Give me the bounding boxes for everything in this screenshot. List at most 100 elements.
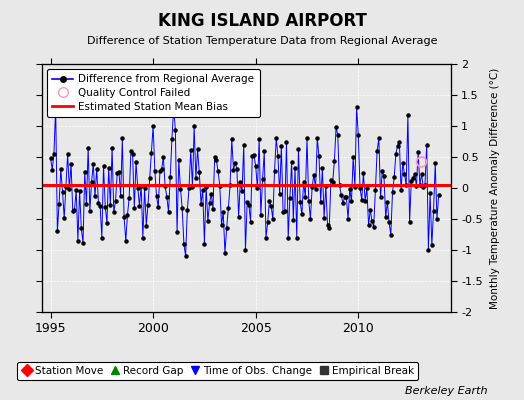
Point (127, 148, 135, 154)
Point (260, 148, 268, 155)
Point (188, 184, 196, 190)
Point (111, 198, 119, 204)
Point (183, 207, 191, 214)
Point (245, 202, 253, 208)
Point (223, 225, 231, 232)
Point (122, 238, 130, 244)
Point (215, 183, 224, 190)
Point (93, 165, 101, 172)
Point (137, 183, 145, 189)
Point (149, 123, 157, 129)
Text: Berkeley Earth: Berkeley Earth (405, 386, 487, 396)
Point (269, 216, 277, 222)
Point (158, 166, 166, 172)
Point (200, 241, 209, 247)
Point (421, 182, 429, 188)
Point (115, 168, 123, 175)
Point (144, 201, 152, 208)
Point (234, 214, 243, 220)
Point (214, 168, 222, 174)
Point (310, 171, 318, 178)
Point (299, 179, 308, 185)
Point (395, 138, 403, 145)
Point (82, 201, 91, 207)
Point (227, 136, 236, 142)
Point (233, 165, 241, 172)
Point (308, 184, 316, 190)
Point (243, 199, 252, 205)
Point (169, 104, 178, 110)
Point (356, 185, 364, 191)
Point (62, 183, 70, 190)
Point (50, 150, 58, 157)
Point (385, 219, 394, 225)
Point (262, 234, 270, 241)
Point (344, 216, 352, 222)
Point (418, 171, 426, 177)
Point (380, 173, 388, 180)
Point (306, 216, 314, 222)
Point (75, 188, 84, 194)
Point (120, 214, 128, 220)
Point (359, 170, 368, 177)
Point (181, 253, 190, 260)
Point (264, 219, 272, 226)
Point (371, 187, 379, 194)
Point (142, 222, 150, 229)
Point (257, 212, 265, 218)
Legend: Station Move, Record Gap, Time of Obs. Change, Empirical Break: Station Move, Record Gap, Time of Obs. C… (17, 362, 418, 380)
Point (60, 215, 69, 221)
Point (345, 186, 354, 192)
Point (190, 123, 199, 129)
Point (139, 234, 147, 241)
Point (403, 112, 412, 118)
Point (433, 216, 441, 222)
Point (412, 183, 421, 189)
Point (399, 160, 407, 166)
Point (72, 187, 80, 193)
Point (329, 179, 337, 186)
Point (392, 150, 400, 157)
Point (354, 132, 363, 138)
Point (270, 168, 279, 174)
Point (123, 212, 132, 218)
Point (55, 200, 63, 207)
Point (202, 183, 210, 190)
Point (246, 219, 255, 225)
Point (103, 220, 111, 226)
Point (422, 141, 431, 148)
Point (292, 234, 301, 241)
Point (221, 250, 229, 256)
Point (63, 151, 72, 157)
Point (70, 206, 79, 213)
Point (94, 199, 103, 206)
Point (387, 232, 395, 238)
Point (118, 135, 126, 142)
Point (369, 224, 378, 230)
Point (332, 124, 340, 130)
Point (79, 240, 87, 246)
Point (409, 175, 417, 181)
Point (274, 153, 282, 159)
Point (173, 229, 181, 236)
Point (67, 160, 75, 167)
Point (318, 165, 326, 171)
Point (89, 160, 97, 167)
Point (267, 202, 275, 209)
Point (74, 238, 82, 244)
Point (253, 185, 261, 192)
Point (108, 144, 116, 151)
Point (279, 209, 287, 215)
Point (390, 174, 398, 180)
Point (135, 202, 144, 209)
Point (378, 168, 386, 174)
Point (357, 196, 366, 203)
Point (407, 178, 416, 184)
Point (313, 135, 321, 142)
Y-axis label: Monthly Temperature Anomaly Difference (°C): Monthly Temperature Anomaly Difference (… (489, 67, 499, 309)
Point (280, 208, 289, 214)
Point (195, 169, 203, 176)
Point (375, 135, 383, 142)
Point (174, 157, 183, 164)
Point (394, 142, 402, 149)
